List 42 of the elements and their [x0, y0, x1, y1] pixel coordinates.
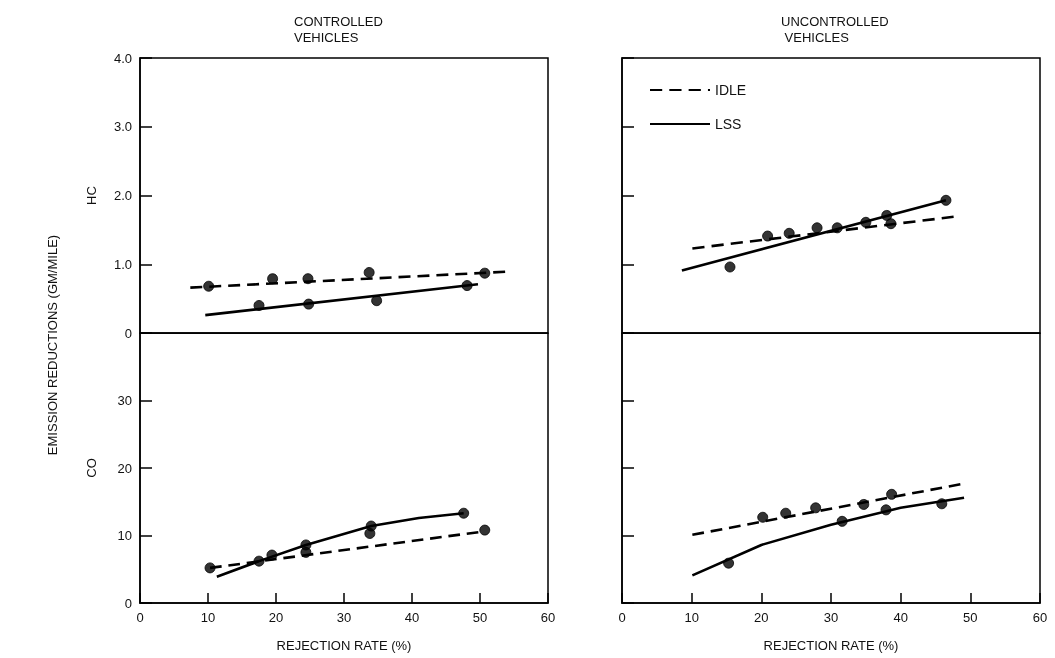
y-tick-label: 20: [117, 460, 132, 476]
chart-title: UNCONTROLLED VEHICLES: [781, 13, 889, 45]
chart-title: CONTROLLED VEHICLES: [294, 13, 387, 45]
point: [267, 273, 279, 285]
legend-label: IDLE: [715, 82, 747, 98]
x-tick-label: 30: [823, 610, 839, 625]
point: [811, 222, 823, 234]
x-tick-label: 0: [618, 610, 626, 625]
point: [724, 261, 736, 273]
x-tick-label: 10: [684, 610, 699, 625]
x-axis-title: REJECTION RATE (%): [276, 638, 412, 653]
x-tick-label: 0: [136, 610, 144, 625]
y-tick-label: 2.0: [113, 188, 132, 203]
y-tick-label: 0: [124, 325, 132, 341]
point: [479, 524, 491, 536]
x-tick-label: 10: [200, 610, 216, 625]
point: [371, 295, 383, 307]
x-tick-label: 20: [754, 610, 769, 625]
y-tick-label: 10: [117, 528, 132, 543]
point: [762, 230, 774, 242]
x-tick-label: 50: [963, 610, 978, 625]
y-tick-label: 0: [124, 595, 132, 611]
point: [757, 511, 769, 523]
y-tick-label: 4.0: [113, 50, 132, 66]
x-tick-label: 40: [893, 610, 908, 625]
point: [810, 502, 822, 514]
y-axis-title: HC: [84, 186, 99, 205]
y-axis-title: CO: [84, 458, 99, 478]
y-tick-label: 3.0: [113, 119, 132, 135]
point: [363, 267, 375, 278]
x-tick-label: 60: [1032, 610, 1048, 625]
x-tick-label: 30: [336, 610, 352, 625]
text: EMISSION REDUCTIONS (GM/MILE): [44, 234, 60, 456]
x-tick-label: 20: [268, 610, 284, 625]
y-tick-label: 1.0: [113, 256, 132, 272]
x-tick-label: 50: [472, 610, 488, 625]
y-tick-label: 30: [117, 393, 132, 408]
legend-label: LSS: [715, 116, 742, 132]
x-tick-label: 60: [540, 610, 556, 625]
x-tick-label: 40: [404, 610, 420, 625]
x-axis-title: REJECTION RATE (%): [763, 638, 899, 653]
point: [886, 488, 898, 500]
